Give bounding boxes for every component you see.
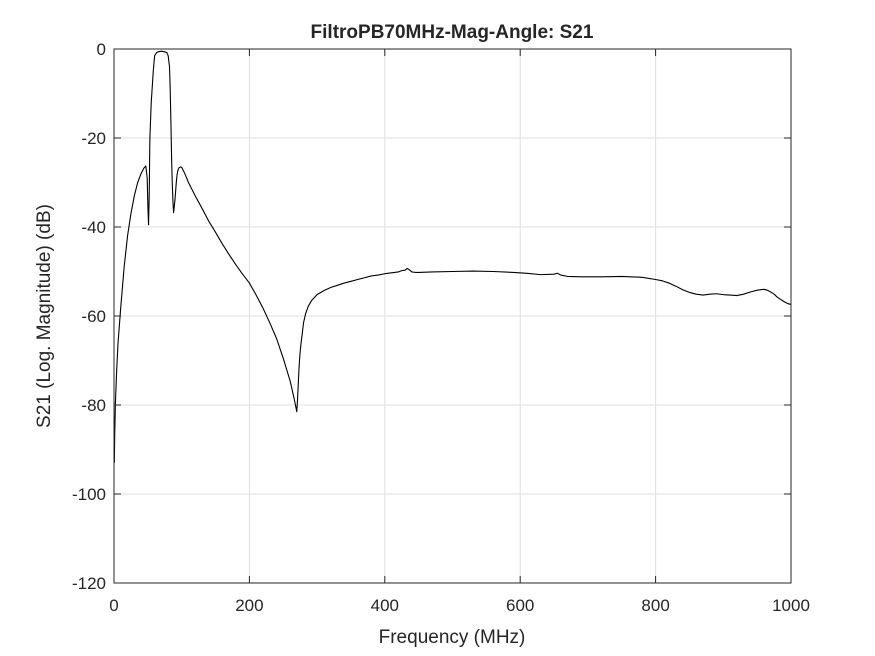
y-axis-tick-labels: 0 -20 -40 -60 -80 -100 -120	[72, 40, 106, 593]
y-tick-label: -60	[81, 307, 106, 326]
x-tick-label: 0	[109, 596, 118, 615]
y-tick-label: -120	[72, 574, 106, 593]
s21-series-line	[113, 50, 792, 463]
chart-title: FiltroPB70MHz-Mag-Angle: S21	[311, 22, 594, 43]
x-axis-ticks	[113, 49, 792, 583]
y-tick-label: -80	[81, 396, 106, 415]
x-tick-label: 200	[235, 596, 263, 615]
y-tick-label: -20	[81, 129, 106, 148]
x-axis-label: Frequency (MHz)	[379, 627, 526, 648]
y-axis-ticks	[114, 48, 791, 584]
x-tick-label: 400	[371, 596, 399, 615]
x-tick-label: 800	[641, 596, 669, 615]
y-tick-label: -40	[81, 218, 106, 237]
x-axis-tick-labels: 0 200 400 600 800 1000	[109, 596, 810, 615]
y-tick-label: 0	[97, 40, 106, 59]
x-tick-label: 600	[506, 596, 534, 615]
x-tick-label: 1000	[772, 596, 810, 615]
y-tick-label: -100	[72, 485, 106, 504]
y-axis-label: S21 (Log. Magnitude) (dB)	[34, 204, 55, 428]
